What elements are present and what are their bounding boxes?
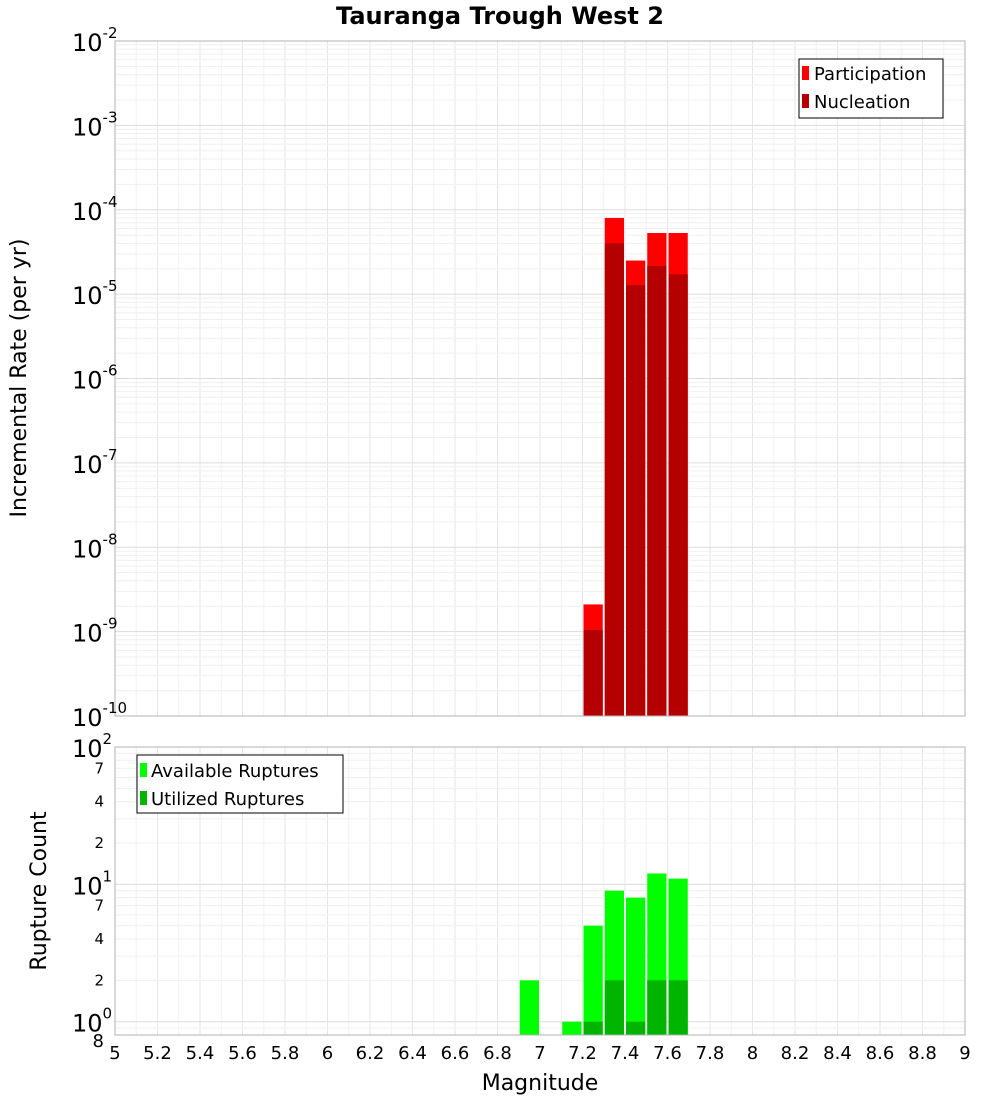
rate-y-tick-label: 10-7	[72, 446, 118, 479]
x-tick-label: 5.4	[186, 1043, 215, 1064]
count-y-minor-tick-label: 4	[94, 793, 104, 811]
rate-grid	[114, 41, 966, 717]
rate-y-ticks: 10-2 10-3 10-4 10-5 10-6 10-7 10-8 10-9 10-10	[72, 24, 127, 732]
available-legend-swatch	[140, 763, 147, 777]
count-legend: Available Ruptures Utilized Ruptures	[136, 754, 344, 814]
rate-y-tick-label: 10-10	[72, 699, 127, 732]
rate-nucleation-bar	[604, 243, 624, 717]
x-axis-ticks: 5 5.2 5.4 5.6 5.8 6 6.2 6.4 6.6 6.8 7 7.2 7.4 7.6 7.8 8…	[109, 1043, 970, 1064]
rate-y-axis-label: Incremental Rate (per yr)	[7, 239, 32, 518]
x-tick-label: 6.6	[441, 1043, 470, 1064]
count-y-ticks: 102 101 100 7 4 2 7 4 2 8	[72, 730, 112, 1052]
chart-title: Tauranga Trough West 2	[336, 2, 664, 30]
rate-bars	[583, 217, 688, 717]
x-tick-label: 8.4	[823, 1043, 852, 1064]
participation-legend-label: Participation	[814, 64, 926, 85]
x-tick-label: 6.2	[356, 1043, 385, 1064]
rate-y-tick-label: 10-8	[72, 530, 118, 563]
x-tick-label: 8.6	[866, 1043, 895, 1064]
rate-y-tick-label: 10-3	[72, 108, 118, 141]
x-tick-label: 7.6	[653, 1043, 682, 1064]
rate-panel: 10-2 10-3 10-4 10-5 10-6 10-7 10-8 10-9 10-10 In…	[7, 24, 966, 732]
rate-y-tick-label: 10-4	[72, 193, 118, 226]
utilized-legend-label: Utilized Ruptures	[151, 789, 304, 810]
rate-legend-box	[798, 58, 944, 119]
x-tick-label: 7.2	[568, 1043, 597, 1064]
x-tick-label: 7.8	[696, 1043, 725, 1064]
count-utilized-ruptures-bar	[604, 980, 624, 1035]
count-plot-frame	[114, 746, 966, 1036]
count-y-tick-label: 102	[72, 730, 112, 763]
x-tick-label: 8.8	[908, 1043, 937, 1064]
count-y-tick-label: 101	[72, 867, 112, 900]
rate-legend: Participation Nucleation	[798, 58, 944, 119]
x-tick-label: 5.8	[271, 1043, 300, 1064]
x-tick-label: 5	[109, 1043, 120, 1064]
participation-legend-swatch	[802, 66, 809, 80]
x-tick-label: 9	[959, 1043, 970, 1064]
count-y-axis-label: Rupture Count	[27, 811, 52, 971]
count-y-minor-tick-label: 7	[94, 897, 104, 915]
x-tick-label: 6	[322, 1043, 333, 1064]
nucleation-legend-swatch	[802, 94, 809, 108]
count-y-minor-tick-label: 7	[94, 759, 104, 777]
count-utilized-ruptures-bar	[583, 1021, 603, 1035]
utilized-legend-swatch	[140, 791, 147, 805]
rate-y-tick-label: 10-6	[72, 362, 118, 395]
nucleation-legend-label: Nucleation	[814, 92, 910, 113]
rate-nucleation-bar	[626, 285, 646, 716]
count-available-ruptures-bar	[562, 1021, 582, 1035]
count-available-ruptures-bar	[583, 925, 603, 1035]
count-y-minor-tick-label: 4	[94, 930, 104, 948]
x-tick-label: 6.8	[483, 1043, 512, 1064]
count-y-minor-tick-label: 8	[93, 1031, 104, 1052]
count-y-tick-label: 100	[72, 1005, 112, 1038]
rate-y-tick-label: 10-5	[72, 277, 118, 310]
count-utilized-ruptures-bar	[626, 1021, 646, 1035]
rate-y-tick-label: 10-9	[72, 615, 118, 648]
count-utilized-ruptures-bar	[668, 980, 688, 1035]
count-bars	[519, 873, 688, 1035]
rate-plot-frame	[114, 40, 966, 717]
rate-nucleation-bar	[583, 629, 603, 716]
count-y-minor-tick-label: 2	[94, 971, 104, 989]
count-available-ruptures-bar	[519, 980, 539, 1035]
x-tick-label: 5.2	[143, 1043, 172, 1064]
x-tick-label: 5.6	[228, 1043, 257, 1064]
count-y-minor-tick-label: 2	[94, 834, 104, 852]
x-axis-label: Magnitude	[482, 1071, 599, 1096]
rate-y-tick-label: 10-2	[72, 24, 118, 57]
count-available-ruptures-bar	[626, 897, 646, 1035]
x-tick-label: 7.4	[611, 1043, 640, 1064]
rate-nucleation-bar	[668, 274, 688, 716]
x-tick-label: 7	[534, 1043, 545, 1064]
x-tick-label: 6.4	[398, 1043, 427, 1064]
count-utilized-ruptures-bar	[647, 980, 667, 1035]
available-legend-label: Available Ruptures	[151, 761, 319, 782]
x-tick-label: 8.2	[781, 1043, 810, 1064]
rate-nucleation-bar	[647, 266, 667, 716]
count-legend-box	[136, 754, 344, 814]
x-tick-label: 8	[747, 1043, 758, 1064]
count-panel: 102 101 100 7 4 2 7 4 2 8 Rupture Count Available…	[27, 730, 966, 1052]
